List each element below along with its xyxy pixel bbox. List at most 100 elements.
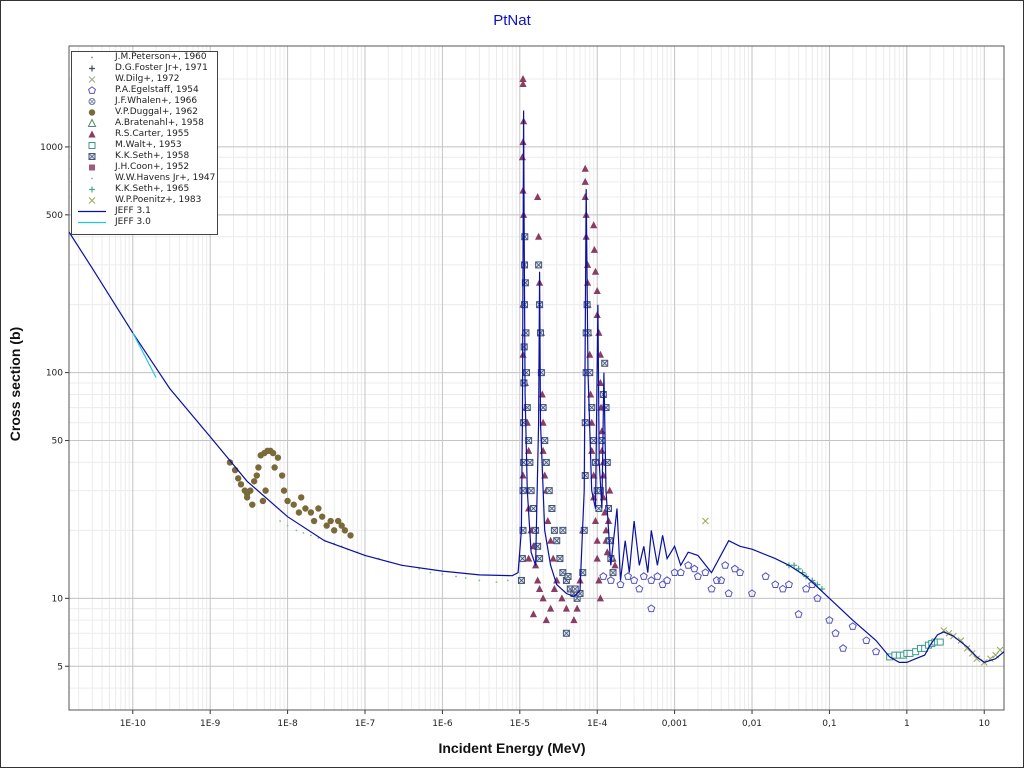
data-point: [996, 646, 1004, 654]
x-tick-label: 1E-4: [587, 719, 608, 729]
legend-symbol: [89, 186, 95, 193]
data-point: [269, 449, 277, 457]
data-point: [606, 486, 614, 494]
legend-item: P.A.Egelstaff, 1954: [72, 85, 217, 96]
data-point: [707, 584, 716, 593]
data-point: [595, 576, 603, 584]
y-tick-label: 50: [52, 437, 64, 447]
data-point: [517, 576, 525, 584]
legend-item: JEFF 3.1: [72, 206, 217, 217]
data-point: [663, 576, 672, 584]
data-point: [310, 517, 318, 525]
data-point: [532, 526, 540, 534]
data-point: [581, 177, 589, 185]
legend-label: R.S.Carter, 1955: [115, 129, 190, 139]
x-tick-label: 1E-6: [432, 719, 453, 729]
data-point: [596, 594, 605, 602]
legend-symbol: [87, 118, 97, 127]
data-point: [813, 594, 822, 602]
data-point: [535, 584, 544, 592]
legend-label: J.F.Whalen+, 1966: [115, 96, 198, 106]
data-point: [279, 520, 281, 522]
data-point: [936, 638, 944, 646]
data-point: [271, 464, 278, 471]
y-tick-label: 100: [46, 369, 63, 379]
series-p-a-egelstaff-1954: [599, 561, 881, 656]
data-point: [455, 575, 457, 578]
chart-legend: J.M.Peterson+, 1960 D.G.Foster Jr+, 1971 W…: [71, 51, 218, 235]
legend-label: JEFF 3.1: [115, 206, 151, 216]
data-point: [237, 481, 245, 488]
data-point: [522, 329, 530, 337]
legend-marker: [88, 109, 96, 116]
data-point: [441, 573, 444, 576]
legend-label: V.P.Duggal+, 1962: [115, 107, 198, 117]
data-point: [309, 534, 312, 537]
legend-item: K.K.Seth+, 1958: [72, 151, 217, 162]
plot-area: [69, 46, 1004, 710]
data-point: [550, 526, 558, 534]
legend-marker: [88, 76, 96, 83]
legend-marker: [87, 118, 97, 127]
x-tick-label: 0,001: [662, 719, 688, 729]
legend-symbol: [89, 164, 95, 171]
data-point: [601, 359, 609, 367]
legend-symbol: [88, 109, 96, 116]
data-point: [334, 517, 342, 525]
data-point: [302, 505, 309, 512]
data-point: [906, 649, 914, 657]
data-point: [598, 446, 606, 454]
data-point: [624, 572, 632, 580]
legend-item: JEFF 3.0: [72, 217, 217, 228]
legend-marker: [88, 86, 96, 94]
data-point: [598, 437, 606, 445]
legend-symbol: [88, 197, 96, 204]
x-tick-label: 1E-9: [200, 719, 221, 729]
legend-item: J.M.Peterson+, 1960: [72, 52, 217, 63]
data-point: [318, 513, 326, 520]
x-tick-label: 1E-7: [355, 719, 375, 729]
data-point: [784, 580, 793, 588]
data-point: [593, 286, 601, 294]
data-point: [418, 567, 420, 570]
data-point: [553, 537, 561, 545]
data-point: [259, 497, 267, 505]
legend-label: JEFF 3.0: [115, 217, 151, 227]
legend-label: K.K.Seth+, 1965: [115, 184, 190, 194]
legend-marker: [88, 98, 96, 105]
legend-symbol: [91, 177, 93, 180]
data-point: [573, 604, 581, 612]
data-point: [536, 555, 544, 563]
data-point: [601, 508, 609, 516]
x-tick-label: 1: [904, 719, 910, 729]
data-point: [542, 616, 550, 624]
data-point: [464, 577, 467, 579]
legend-symbol: [78, 221, 106, 224]
data-point: [535, 232, 543, 240]
data-point: [825, 615, 834, 624]
data-point: [611, 561, 619, 569]
series-jeff-3-1: [69, 110, 1004, 664]
legend-label: M.Walt+, 1953: [115, 140, 182, 150]
data-point: [542, 458, 550, 466]
legend-item: W.W.Havens Jr+, 1947: [72, 173, 217, 184]
data-point: [603, 548, 611, 556]
data-point: [721, 561, 730, 569]
legend-item: M.Walt+, 1953: [72, 140, 217, 151]
y-tick-label: 10: [52, 594, 64, 604]
data-point: [581, 192, 589, 200]
data-point: [262, 487, 269, 494]
legend-label: W.Dilg+, 1972: [115, 74, 180, 84]
legend-label: J.H.Coon+, 1952: [115, 162, 190, 172]
data-point: [545, 487, 553, 495]
data-point: [234, 475, 242, 482]
data-point: [250, 478, 258, 485]
legend-marker: [88, 153, 96, 160]
data-point: [973, 655, 981, 663]
data-point: [544, 517, 552, 525]
data-point: [831, 629, 840, 637]
data-point: [724, 589, 733, 597]
legend-symbol: [88, 86, 96, 94]
data-point: [478, 579, 481, 582]
